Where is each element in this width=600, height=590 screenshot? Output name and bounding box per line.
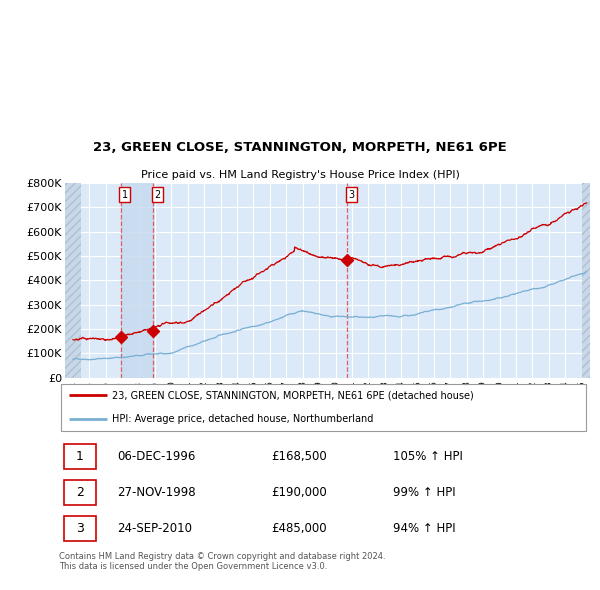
Text: HPI: Average price, detached house, Northumberland: HPI: Average price, detached house, Nort…	[112, 414, 373, 424]
Text: 23, GREEN CLOSE, STANNINGTON, MORPETH, NE61 6PE (detached house): 23, GREEN CLOSE, STANNINGTON, MORPETH, N…	[112, 391, 473, 401]
Text: 1: 1	[76, 450, 84, 463]
Text: Price paid vs. HM Land Registry's House Price Index (HPI): Price paid vs. HM Land Registry's House …	[140, 170, 460, 179]
Text: Contains HM Land Registry data © Crown copyright and database right 2024.
This d: Contains HM Land Registry data © Crown c…	[59, 552, 385, 571]
Text: 23, GREEN CLOSE, STANNINGTON, MORPETH, NE61 6PE: 23, GREEN CLOSE, STANNINGTON, MORPETH, N…	[93, 142, 507, 155]
Text: £168,500: £168,500	[271, 450, 327, 463]
Text: 2: 2	[154, 190, 160, 199]
FancyBboxPatch shape	[64, 516, 96, 541]
FancyBboxPatch shape	[61, 384, 586, 431]
Text: £190,000: £190,000	[271, 486, 327, 499]
Text: £485,000: £485,000	[271, 522, 327, 535]
Text: 2: 2	[76, 486, 84, 499]
Text: 06-DEC-1996: 06-DEC-1996	[117, 450, 196, 463]
Text: 24-SEP-2010: 24-SEP-2010	[117, 522, 192, 535]
Text: 3: 3	[76, 522, 84, 535]
Text: 105% ↑ HPI: 105% ↑ HPI	[394, 450, 463, 463]
FancyBboxPatch shape	[64, 480, 96, 505]
FancyBboxPatch shape	[64, 444, 96, 469]
Text: 99% ↑ HPI: 99% ↑ HPI	[394, 486, 456, 499]
Text: 27-NOV-1998: 27-NOV-1998	[117, 486, 196, 499]
Text: 1: 1	[122, 190, 128, 199]
Text: 3: 3	[348, 190, 355, 199]
Bar	[121, 183, 154, 378]
Text: 94% ↑ HPI: 94% ↑ HPI	[394, 522, 456, 535]
